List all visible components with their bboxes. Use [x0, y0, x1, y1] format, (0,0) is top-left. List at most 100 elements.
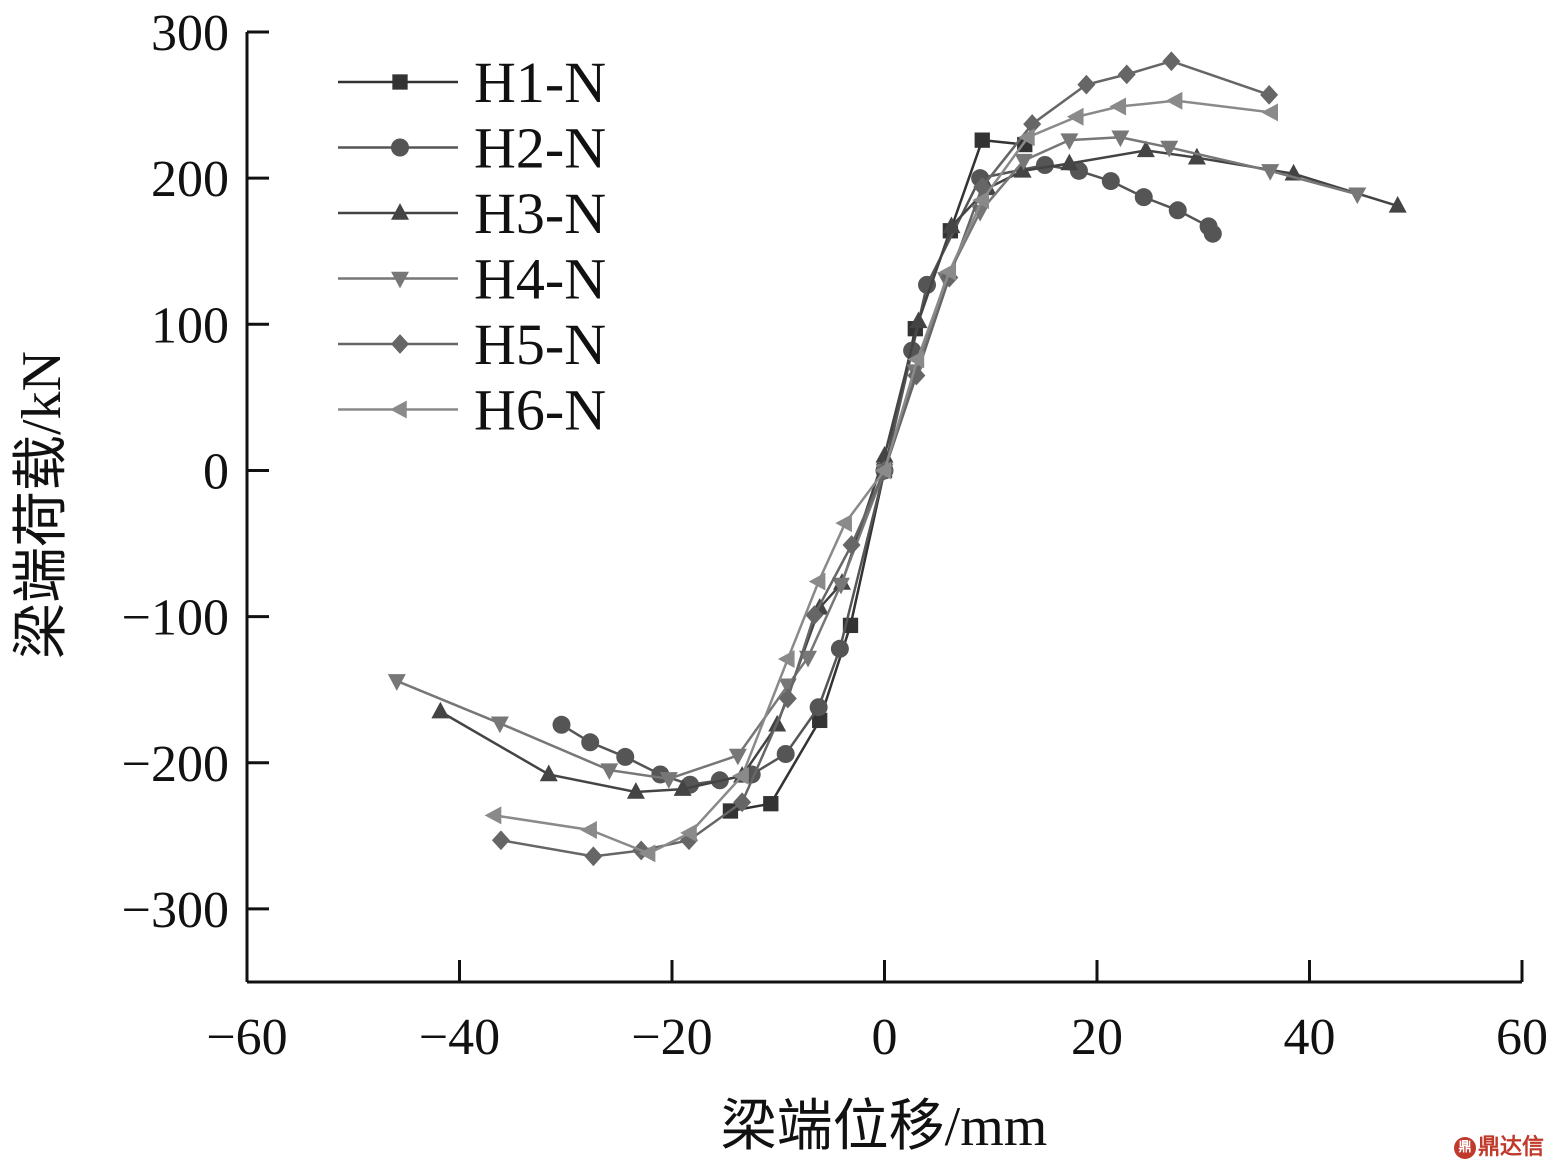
- data-point-H5-N: [491, 830, 510, 851]
- legend-label: H5-N: [474, 312, 606, 377]
- data-point-H3-N: [1388, 196, 1407, 213]
- data-point-H5-N: [1117, 64, 1136, 85]
- data-point-H2-N: [616, 747, 635, 766]
- data-point-H4-N: [1111, 130, 1130, 148]
- legend-marker-icon: [391, 138, 409, 157]
- series-line-H3-N: [439, 149, 1399, 794]
- series-H6-N: [484, 91, 1278, 863]
- data-point-H5-N: [1023, 114, 1042, 134]
- data-point-H2-N: [830, 639, 849, 658]
- legend: H1-NH2-NH3-NH4-NH5-NH6-N: [338, 50, 606, 443]
- x-tick-label: 0: [872, 1009, 898, 1066]
- data-point-H1-N: [974, 132, 990, 148]
- y-tick-label: 200: [151, 151, 229, 208]
- data-point-H5-N: [1260, 84, 1279, 105]
- data-point-H6-N: [1261, 103, 1278, 122]
- data-point-H2-N: [581, 733, 600, 752]
- legend-label: H2-N: [474, 116, 606, 181]
- legend-label: H3-N: [474, 181, 606, 246]
- watermark: 鼎鼎达信: [1453, 1129, 1544, 1161]
- y-tick-label: −200: [122, 736, 229, 793]
- data-point-H3-N: [1187, 147, 1206, 165]
- data-point-H5-N: [584, 846, 603, 867]
- data-point-H4-N: [1014, 153, 1033, 171]
- data-point-H3-N: [539, 764, 558, 782]
- data-point-H6-N: [580, 821, 597, 839]
- y-tick-label: 0: [203, 443, 229, 500]
- legend-item-H6-N: H6-N: [338, 378, 606, 443]
- data-point-H5-N: [778, 688, 797, 709]
- y-axis-title: 梁端荷载/kN: [11, 351, 73, 659]
- legend-marker-icon: [391, 334, 409, 354]
- legend-item-H2-N: H2-N: [338, 116, 606, 181]
- data-point-H4-N: [490, 716, 509, 734]
- x-tick-label: 60: [1496, 1009, 1548, 1066]
- data-point-H6-N: [732, 766, 749, 785]
- data-point-H6-N: [484, 806, 502, 825]
- data-point-H3-N: [1013, 160, 1032, 178]
- data-point-H6-N: [1066, 107, 1084, 126]
- legend-marker-icon: [392, 74, 408, 90]
- legend-marker-icon: [390, 400, 407, 419]
- data-point-H1-N: [763, 796, 779, 812]
- data-point-H5-N: [733, 792, 752, 813]
- data-point-H4-N: [799, 650, 817, 668]
- legend-marker-icon: [391, 271, 409, 289]
- data-point-H3-N: [626, 782, 645, 799]
- data-point-H4-N: [1160, 140, 1179, 158]
- x-tick-label: −40: [419, 1009, 500, 1066]
- data-point-H6-N: [1165, 91, 1183, 110]
- data-point-H6-N: [680, 823, 697, 842]
- data-point-H4-N: [1060, 133, 1079, 151]
- data-point-H2-N: [552, 715, 571, 734]
- data-point-H2-N: [1168, 201, 1187, 220]
- data-point-H4-N: [831, 577, 850, 595]
- data-point-H3-N: [1136, 140, 1155, 158]
- x-tick-label: 40: [1284, 1009, 1336, 1066]
- data-point-H4-N: [659, 772, 678, 789]
- data-point-H6-N: [638, 844, 656, 863]
- data-point-H2-N: [1203, 224, 1222, 243]
- y-tick-label: 300: [151, 5, 229, 62]
- data-point-H5-N: [1077, 74, 1096, 95]
- data-point-H6-N: [777, 650, 795, 668]
- x-tick-label: −20: [631, 1009, 712, 1066]
- data-point-H6-N: [907, 350, 925, 369]
- x-axis-title: 梁端位移/mm: [721, 1096, 1048, 1158]
- legend-label: H4-N: [474, 247, 606, 312]
- legend-label: H6-N: [474, 378, 606, 443]
- y-tick-label: −100: [122, 590, 229, 647]
- data-point-H2-N: [776, 745, 795, 763]
- data-point-H6-N: [972, 191, 989, 210]
- legend-item-H1-N: H1-N: [338, 50, 606, 115]
- data-point-H4-N: [600, 763, 619, 780]
- data-point-H3-N: [673, 779, 692, 796]
- data-point-H3-N: [1060, 153, 1079, 171]
- data-point-H3-N: [942, 216, 961, 234]
- y-ticks: 300 200 100 0 −100 −200 −300: [122, 5, 269, 939]
- data-point-H4-N: [728, 748, 747, 766]
- y-tick-label: 100: [151, 297, 229, 354]
- data-point-H2-N: [1035, 156, 1054, 174]
- data-point-H4-N: [1261, 164, 1280, 181]
- data-point-H5-N: [1162, 51, 1181, 72]
- data-point-H6-N: [1018, 128, 1035, 147]
- series-layer: [387, 51, 1407, 867]
- data-point-H6-N: [939, 262, 957, 281]
- data-point-H2-N: [809, 698, 828, 717]
- data-point-H6-N: [835, 514, 852, 533]
- x-tick-label: 20: [1071, 1009, 1123, 1066]
- data-point-H4-N: [1348, 187, 1367, 205]
- data-point-H2-N: [1101, 172, 1120, 191]
- data-point-H6-N: [808, 572, 826, 591]
- data-point-H4-N: [971, 205, 990, 222]
- data-point-H4-N: [387, 674, 406, 691]
- legend-item-H3-N: H3-N: [338, 181, 606, 246]
- legend-item-H5-N: H5-N: [338, 312, 606, 377]
- legend-marker-icon: [391, 203, 409, 220]
- x-ticks: −60 −40 −20 0 20 40 60: [206, 960, 1548, 1066]
- watermark-logo-icon: 鼎: [1453, 1137, 1476, 1159]
- data-point-H3-N: [431, 701, 450, 719]
